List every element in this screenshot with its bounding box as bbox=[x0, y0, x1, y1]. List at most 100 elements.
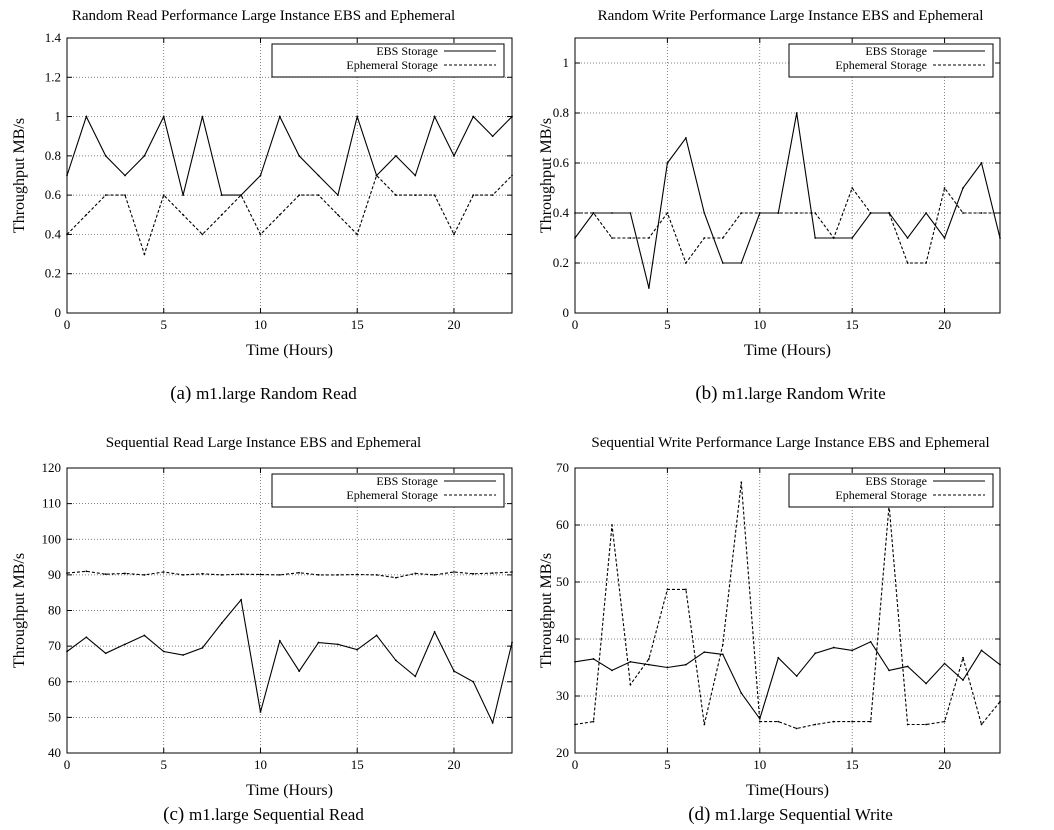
chart-title: Sequential Write Performance Large Insta… bbox=[591, 435, 990, 451]
ebs-point bbox=[592, 658, 595, 660]
y-tick-label: 40 bbox=[48, 745, 61, 760]
x-tick-label: 0 bbox=[572, 757, 579, 772]
caption-text: m1.large Random Read bbox=[196, 384, 357, 403]
ebs-point bbox=[629, 212, 632, 214]
ephemeral-point bbox=[336, 573, 339, 576]
ebs-point bbox=[721, 653, 724, 656]
ephemeral-point bbox=[795, 212, 798, 214]
ephemeral-point bbox=[814, 723, 817, 726]
ephemeral-point bbox=[414, 194, 417, 197]
chart-panel-sequential-read: Sequential Read Large Instance EBS and E… bbox=[0, 415, 527, 830]
y-tick-label: 0 bbox=[563, 305, 570, 320]
ebs-point bbox=[336, 194, 339, 197]
ebs-point bbox=[453, 154, 455, 157]
ebs-point bbox=[943, 237, 946, 239]
chart-panel-sequential-write: Sequential Write Performance Large Insta… bbox=[527, 415, 1054, 830]
series-line-ephemeral bbox=[66, 174, 513, 256]
ephemeral-point bbox=[259, 573, 262, 576]
ebs-point bbox=[66, 650, 68, 653]
ephemeral-point bbox=[395, 576, 397, 579]
ephemeral-point bbox=[162, 571, 165, 573]
ebs-point bbox=[684, 137, 687, 139]
ebs-point bbox=[999, 237, 1001, 239]
ebs-point bbox=[962, 187, 964, 189]
ebs-point bbox=[814, 652, 817, 655]
ebs-point bbox=[259, 174, 262, 177]
ephemeral-point bbox=[721, 643, 724, 646]
ebs-point bbox=[356, 115, 359, 118]
ephemeral-point bbox=[611, 524, 613, 526]
y-tick-label: 60 bbox=[48, 674, 61, 689]
ebs-point bbox=[648, 287, 650, 289]
ebs-point bbox=[832, 646, 835, 649]
ephemeral-point bbox=[453, 233, 455, 236]
y-tick-label: 0.2 bbox=[553, 255, 569, 270]
chart-title: Sequential Read Large Instance EBS and E… bbox=[105, 435, 422, 451]
ephemeral-point bbox=[925, 262, 927, 264]
y-tick-label: 20 bbox=[556, 745, 569, 760]
legend-label: EBS Storage bbox=[376, 474, 438, 488]
y-tick-label: 50 bbox=[48, 709, 61, 724]
ebs-point bbox=[298, 154, 301, 157]
y-tick-label: 1.2 bbox=[45, 69, 61, 84]
y-tick-label: 0.2 bbox=[45, 266, 61, 281]
x-tick-label: 15 bbox=[351, 317, 364, 332]
ebs-point bbox=[278, 115, 281, 118]
chart-caption: (a) m1.large Random Read bbox=[0, 383, 527, 405]
ephemeral-point bbox=[832, 237, 835, 239]
ephemeral-point bbox=[104, 194, 107, 197]
legend-label: Ephemeral Storage bbox=[835, 58, 927, 72]
x-tick-label: 10 bbox=[254, 757, 267, 772]
ephemeral-point bbox=[906, 262, 909, 264]
ephemeral-point bbox=[721, 237, 724, 239]
y-tick-label: 40 bbox=[556, 631, 569, 646]
legend-label: Ephemeral Storage bbox=[346, 58, 438, 72]
ephemeral-point bbox=[182, 213, 184, 216]
legend-label: EBS Storage bbox=[865, 474, 927, 488]
y-tick-label: 0.4 bbox=[45, 226, 62, 241]
legend-box bbox=[788, 43, 994, 78]
x-tick-label: 10 bbox=[254, 317, 267, 332]
ephemeral-point bbox=[85, 570, 88, 573]
ephemeral-point bbox=[414, 572, 417, 575]
ebs-point bbox=[666, 162, 669, 164]
chart-caption: (d) m1.large Sequential Write bbox=[527, 804, 1054, 826]
caption-letter: (b) bbox=[695, 383, 718, 404]
ephemeral-point bbox=[684, 262, 687, 264]
x-tick-label: 0 bbox=[64, 317, 71, 332]
ephemeral-point bbox=[356, 573, 359, 576]
ebs-point bbox=[906, 237, 909, 239]
ebs-point bbox=[143, 154, 146, 157]
chart-svg: 0 5 10 15 20 0 0.2 0.4 0.6 0.8 1 1.2 1.4 Time (Hours)… bbox=[11, 30, 513, 359]
ebs-point bbox=[491, 135, 494, 138]
caption-letter: (d) bbox=[688, 804, 711, 825]
x-tick-label: 20 bbox=[447, 757, 460, 772]
ebs-point bbox=[278, 639, 281, 642]
ephemeral-point bbox=[491, 572, 494, 574]
ephemeral-point bbox=[511, 174, 513, 177]
ephemeral-point bbox=[851, 187, 854, 189]
chart-title: Random Read Performance Large Instance E… bbox=[71, 8, 456, 24]
ebs-point bbox=[66, 174, 68, 177]
ebs-point bbox=[491, 721, 494, 724]
legend-label: Ephemeral Storage bbox=[346, 488, 438, 502]
ephemeral-point bbox=[703, 237, 706, 239]
chart-svg: 0 5 10 15 20 40 50 60 70 80 90 100 110 120 Time (Hours… bbox=[11, 460, 513, 799]
y-tick-label: 0.6 bbox=[553, 155, 570, 170]
y-tick-label: 70 bbox=[556, 460, 569, 475]
caption-letter: (a) bbox=[170, 383, 192, 404]
x-axis-label: Time(Hours) bbox=[746, 782, 829, 799]
legend-box bbox=[271, 473, 505, 508]
ebs-point bbox=[999, 663, 1001, 666]
caption-text: m1.large Sequential Read bbox=[189, 805, 364, 824]
ebs-point bbox=[124, 174, 126, 177]
ebs-point bbox=[648, 663, 650, 666]
ebs-point bbox=[162, 115, 165, 118]
ebs-point bbox=[259, 711, 262, 713]
ebs-point bbox=[220, 194, 223, 197]
ebs-point bbox=[201, 647, 204, 649]
ebs-point bbox=[574, 237, 576, 239]
caption-text: m1.large Sequential Write bbox=[715, 805, 893, 824]
ephemeral-point bbox=[491, 194, 494, 197]
ephemeral-point bbox=[980, 723, 983, 726]
